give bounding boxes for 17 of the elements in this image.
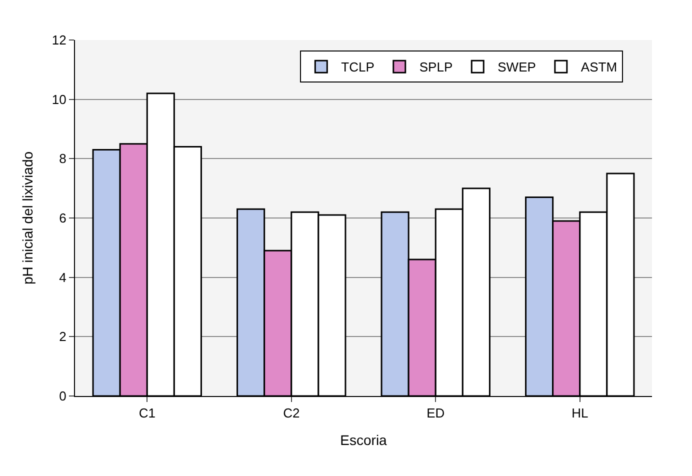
legend-label: ASTM [580, 60, 618, 75]
y-tick-label: 6 [59, 210, 66, 226]
legend-label: TCLP [341, 60, 374, 75]
x-tick-label: ED [426, 406, 445, 421]
y-tick-label: 10 [52, 92, 66, 107]
x-tick-label: HL [572, 406, 588, 421]
y-tick-label: 0 [59, 388, 66, 404]
x-tick-label: C2 [283, 406, 300, 421]
legend-label: SWEP [498, 60, 536, 75]
y-tick-label: 4 [59, 270, 66, 285]
x-axis-title: Escoria [340, 432, 388, 448]
x-tick-label: C1 [138, 406, 156, 421]
y-tick-label: 8 [59, 151, 66, 166]
y-tick-label: 2 [59, 329, 66, 344]
y-tick-label: 12 [52, 32, 66, 48]
legend-label: SPLP [419, 60, 453, 75]
y-axis-title: pH inicial del lixiviado [20, 151, 36, 285]
